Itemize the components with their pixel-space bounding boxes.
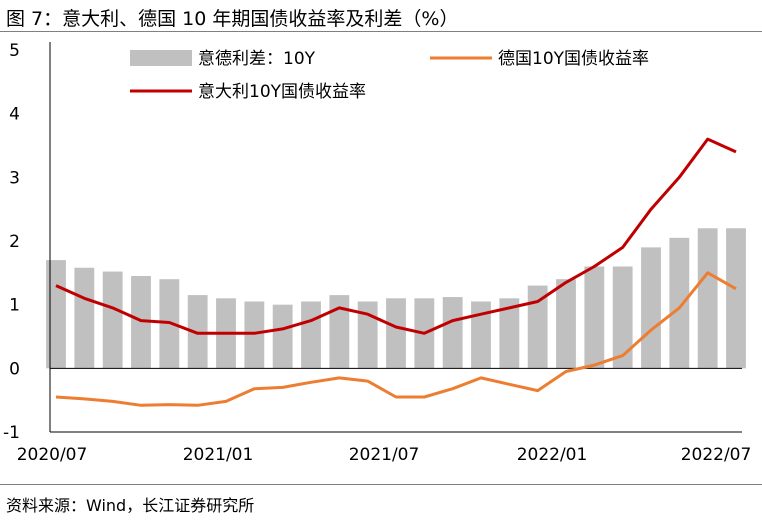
legend-label-spread: 意德利差：10Y: [198, 49, 316, 69]
spread-bar: [74, 267, 95, 369]
legend-swatch-spread: [130, 50, 192, 66]
spread-bar: [329, 295, 350, 369]
spread-bar: [46, 260, 66, 369]
x-tick-label: 2022/07: [681, 445, 752, 465]
italy-yield-line: [55, 137, 737, 335]
x-tick-label: 2021/01: [183, 445, 254, 465]
y-tick-label: 1: [9, 296, 20, 316]
spread-bar: [726, 228, 746, 369]
spread-bar: [499, 298, 520, 369]
spread-bar: [669, 237, 690, 369]
spread-bar: [556, 279, 576, 369]
spread-bar: [527, 285, 548, 369]
source-note: 资料来源：Wind，长江证券研究所: [6, 496, 255, 515]
x-tick-label: 2021/07: [349, 445, 420, 465]
spread-bar: [471, 301, 491, 369]
legend-label-germany: 德国10Y国债收益率: [498, 49, 649, 69]
chart-title: 图 7：意大利、德国 10 年期国债收益率及利差（%）: [6, 8, 459, 30]
top-rule: [0, 31, 762, 32]
y-tick-label: 3: [9, 168, 20, 188]
spread-bar: [244, 301, 265, 369]
y-tick-label: 0: [9, 359, 20, 379]
spread-bar: [357, 301, 378, 369]
legend-label-italy: 意大利10Y国债收益率: [198, 82, 366, 102]
spread-bar: [386, 298, 406, 369]
spread-bar: [131, 276, 151, 369]
y-tick-label: 2: [9, 232, 20, 252]
germany-yield-line: [55, 271, 737, 407]
x-tick-label: 2020/07: [17, 445, 88, 465]
x-tick-label: 2022/01: [517, 445, 588, 465]
spread-bar: [584, 266, 605, 369]
spread-bar: [442, 297, 463, 369]
spread-bar: [301, 301, 321, 369]
spread-bar: [641, 247, 661, 369]
spread-bar: [612, 266, 633, 369]
spread-bar: [697, 228, 718, 369]
y-tick-label: 5: [9, 41, 20, 61]
spread-bar: [272, 304, 293, 369]
bottom-rule: [0, 484, 762, 485]
y-tick-label: 4: [9, 105, 20, 125]
spread-bar: [102, 271, 123, 369]
y-tick-label: -1: [3, 423, 20, 443]
